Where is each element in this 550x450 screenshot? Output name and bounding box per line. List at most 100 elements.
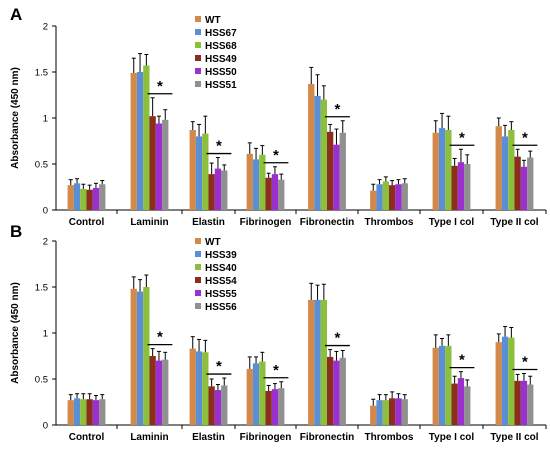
bar [527, 157, 534, 210]
bar [432, 132, 439, 210]
x-category-label: Thrombos [365, 217, 414, 228]
bar [143, 287, 150, 425]
bar [73, 183, 81, 210]
y-tick-label: 1 [43, 114, 48, 125]
chart-panel-b: B 0 0.5 1 1.5 2 Absorbance (450 nm) Control Lami… [10, 222, 547, 443]
significance-star: * [335, 330, 341, 347]
legend: WT HSS67 HSS68 HSS49 HSS50 HSS51 [195, 15, 237, 91]
bar [202, 133, 209, 210]
legend-swatch [195, 277, 201, 283]
bar [327, 356, 334, 425]
bar [214, 390, 222, 425]
y-tick-label: 2 [43, 237, 48, 248]
legend-swatch [195, 16, 201, 22]
x-category-label: Thrombos [365, 432, 414, 443]
bar [143, 65, 150, 210]
bar [208, 174, 215, 210]
significance-star: * [216, 358, 222, 375]
legend-entry: HSS51 [205, 80, 237, 91]
panel-label: B [10, 222, 22, 241]
legend-swatch [195, 42, 201, 48]
bar [80, 399, 87, 425]
x-category-label: Type II col [490, 432, 538, 443]
x-category-label: Elastin [192, 432, 225, 443]
bar [208, 386, 215, 425]
bar [389, 398, 396, 425]
x-category-label: Laminin [130, 432, 168, 443]
legend-entry: HSS49 [205, 54, 237, 65]
bar [130, 288, 137, 425]
bar [252, 363, 260, 425]
x-category-label: Fibronectin [300, 432, 354, 443]
bar [149, 356, 156, 425]
bar [155, 360, 163, 425]
x-category-label: Control [69, 217, 105, 228]
bar [221, 385, 228, 425]
legend: WT HSS39 HSS40 HSS54 HSS55 HSS56 [195, 237, 237, 313]
y-axis-title: Absorbance (450 nm) [10, 67, 21, 169]
x-category-label: Control [69, 432, 105, 443]
bar [527, 384, 534, 425]
legend-entry: HSS40 [205, 263, 237, 274]
y-tick-label: 0 [43, 206, 48, 217]
bar [149, 116, 156, 210]
bar [162, 119, 169, 210]
bar [457, 162, 465, 210]
bar [389, 185, 396, 210]
bar [333, 360, 340, 425]
bar [271, 174, 279, 210]
bar [308, 299, 315, 425]
bar [278, 388, 285, 425]
panel-label: A [10, 5, 22, 24]
x-category-label: Type I col [429, 432, 475, 443]
bar [382, 181, 389, 210]
x-category-label: Type I col [429, 217, 475, 228]
bar [445, 129, 452, 210]
bar [438, 345, 446, 425]
legend-entry: HSS39 [205, 250, 237, 261]
bar [445, 345, 452, 425]
bar [99, 184, 106, 210]
bar [202, 352, 209, 425]
legend-entry: WT [205, 237, 221, 248]
bar [259, 361, 266, 425]
bar [252, 159, 260, 210]
significance-star: * [157, 78, 163, 95]
legend-swatch [195, 251, 201, 257]
significance-star: * [216, 138, 222, 155]
legend-entry: HSS68 [205, 41, 237, 52]
bar [438, 128, 446, 210]
bar [99, 399, 106, 425]
bar [464, 386, 471, 425]
bar [162, 359, 169, 425]
bar [320, 99, 327, 210]
legend-swatch [195, 238, 201, 244]
bar [92, 187, 100, 210]
bar [370, 405, 377, 425]
bar [155, 123, 163, 210]
legend-entry: HSS67 [205, 28, 237, 39]
y-axis-title: Absorbance (450 nm) [10, 282, 21, 384]
bar [333, 144, 340, 210]
significance-star: * [459, 129, 465, 146]
bar [508, 129, 515, 210]
bar [271, 389, 279, 425]
legend-swatch [195, 81, 201, 87]
bar [514, 156, 521, 210]
x-category-label: Type II col [490, 217, 538, 228]
bar [451, 383, 458, 425]
bar [395, 398, 402, 425]
bar [464, 164, 471, 210]
legend-entry: WT [205, 15, 221, 26]
legend-swatch [195, 290, 201, 296]
legend-swatch [195, 29, 201, 35]
legend-swatch [195, 55, 201, 61]
bar [314, 299, 321, 425]
bar [308, 83, 315, 210]
bar [86, 189, 93, 210]
bar [376, 184, 383, 210]
bar [508, 337, 515, 425]
bar [265, 390, 272, 425]
bar [495, 342, 502, 425]
